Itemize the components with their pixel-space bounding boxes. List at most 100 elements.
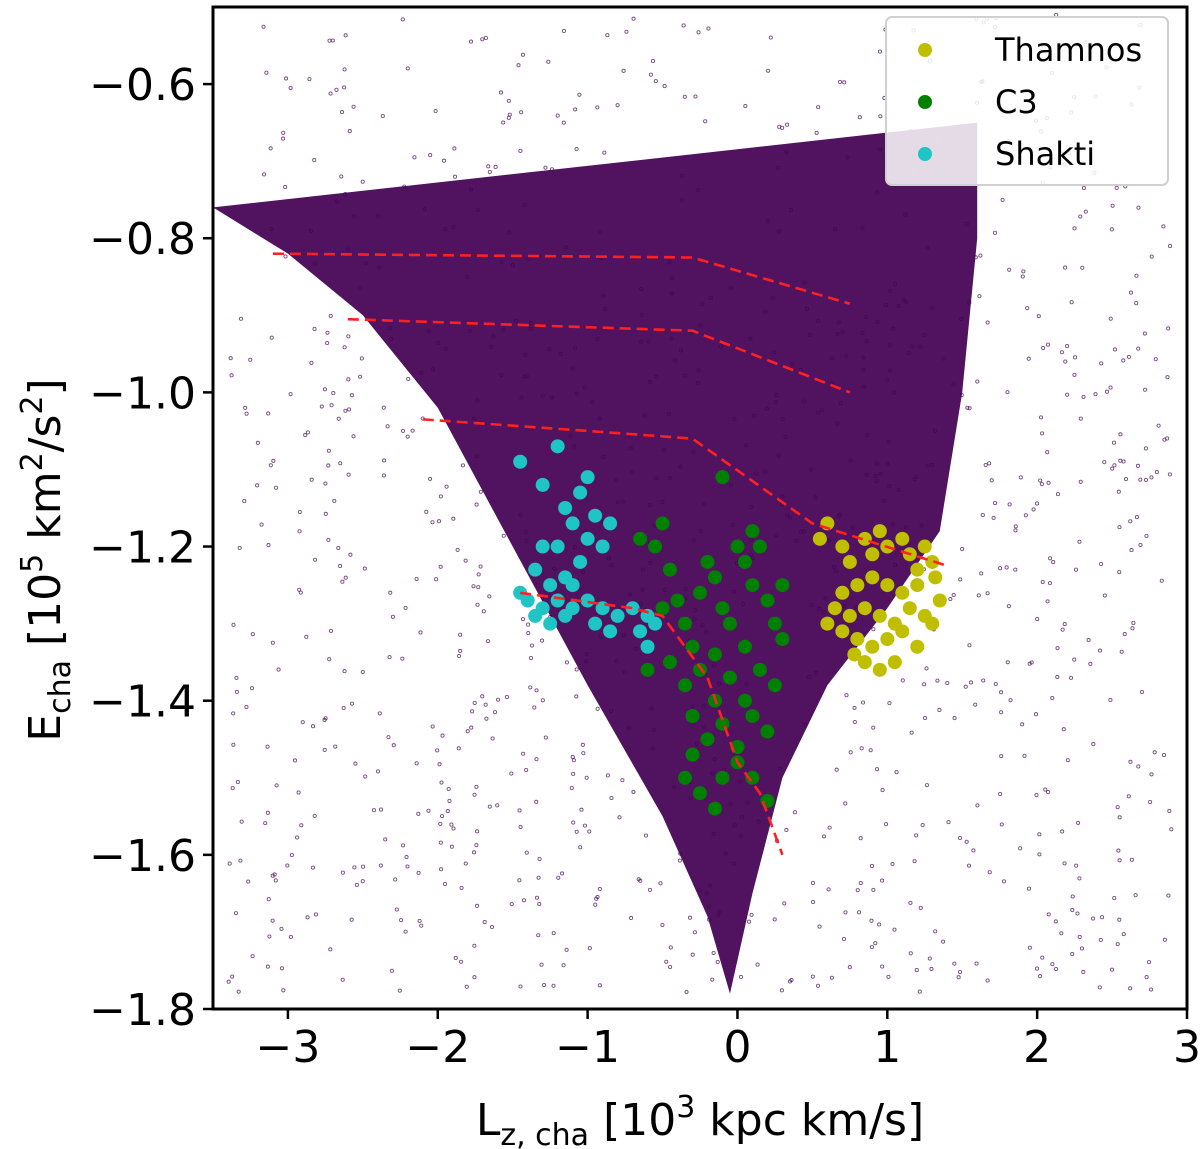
population-dot bbox=[578, 845, 583, 850]
population-dot bbox=[922, 682, 927, 687]
population-dot bbox=[279, 966, 284, 971]
population-dot bbox=[814, 670, 819, 675]
population-dot bbox=[549, 167, 555, 172]
population-dot bbox=[438, 821, 443, 826]
population-dot bbox=[998, 792, 1003, 797]
population-dot bbox=[419, 370, 424, 375]
population-dot bbox=[799, 367, 804, 373]
population-dot bbox=[693, 94, 698, 99]
population-dot bbox=[763, 310, 768, 315]
population-dot bbox=[265, 744, 270, 749]
population-dot bbox=[638, 339, 643, 344]
population-dot bbox=[856, 910, 862, 915]
thamnos-point bbox=[820, 616, 835, 631]
c3-point bbox=[760, 724, 775, 739]
population-dot bbox=[353, 761, 358, 766]
population-dot bbox=[1117, 570, 1122, 575]
population-dot bbox=[1077, 934, 1082, 939]
population-dot bbox=[1037, 852, 1042, 857]
population-dot bbox=[1000, 197, 1005, 202]
population-dot bbox=[829, 975, 834, 980]
population-dot bbox=[698, 323, 703, 328]
population-dot bbox=[794, 538, 799, 543]
shakti-point bbox=[535, 477, 550, 492]
population-dot bbox=[860, 700, 866, 705]
axis-ticks: −3 −2 −1 0 1 2 3 −0.6 −0.8 −1.0 −1.2 −1.4 −1.6 −1.8 bbox=[89, 60, 1200, 1073]
population-dot bbox=[1070, 908, 1075, 913]
population-dot bbox=[852, 705, 857, 710]
population-dot bbox=[524, 850, 529, 855]
population-dot bbox=[519, 395, 524, 400]
population-dot bbox=[509, 771, 514, 776]
population-dot bbox=[387, 655, 392, 660]
population-dot bbox=[842, 604, 847, 609]
population-dot bbox=[1065, 344, 1070, 349]
population-dot bbox=[1128, 986, 1133, 991]
population-dot bbox=[1102, 460, 1107, 465]
thamnos-point bbox=[910, 562, 925, 577]
population-dot bbox=[231, 711, 236, 716]
population-dot bbox=[269, 335, 274, 340]
population-dot bbox=[630, 470, 635, 475]
population-dot bbox=[829, 356, 835, 361]
population-dot bbox=[463, 861, 468, 866]
population-dot bbox=[1005, 660, 1010, 665]
population-dot bbox=[1061, 727, 1066, 732]
population-dot bbox=[598, 229, 603, 234]
population-dot bbox=[782, 901, 787, 906]
population-dot bbox=[861, 355, 866, 360]
population-dot bbox=[517, 878, 522, 883]
population-dot bbox=[743, 104, 748, 109]
population-dot bbox=[405, 864, 410, 869]
population-dot bbox=[1119, 649, 1124, 654]
shakti-point bbox=[625, 601, 640, 616]
population-dot bbox=[1026, 886, 1032, 891]
population-dot bbox=[664, 959, 669, 964]
population-dot bbox=[255, 440, 260, 445]
population-dot bbox=[1110, 203, 1115, 208]
population-dot bbox=[439, 867, 444, 872]
thamnos-point bbox=[835, 585, 850, 600]
population-dot bbox=[701, 703, 707, 708]
population-dot bbox=[690, 704, 695, 709]
population-dot bbox=[1153, 357, 1158, 362]
population-dot bbox=[334, 199, 339, 204]
c3-point bbox=[655, 516, 670, 531]
population-dot bbox=[339, 110, 345, 115]
population-dot bbox=[506, 98, 511, 103]
population-dot bbox=[1065, 392, 1070, 397]
population-dot bbox=[1038, 415, 1044, 420]
population-dot bbox=[1063, 359, 1068, 364]
population-dot bbox=[940, 939, 946, 944]
c3-point bbox=[730, 539, 745, 554]
population-dot bbox=[382, 458, 387, 463]
population-dot bbox=[1022, 753, 1027, 758]
population-dot bbox=[985, 591, 990, 596]
population-dot bbox=[1148, 799, 1153, 805]
population-dot bbox=[777, 229, 782, 234]
population-dot bbox=[351, 434, 356, 439]
legend: Thamnos C3 Shakti bbox=[885, 16, 1169, 186]
population-dot bbox=[1035, 616, 1040, 621]
population-dot bbox=[389, 968, 394, 973]
shakti-point bbox=[603, 516, 618, 531]
population-dot bbox=[755, 962, 760, 967]
population-dot bbox=[1149, 772, 1154, 777]
population-dot bbox=[978, 253, 983, 258]
population-dot bbox=[968, 680, 974, 685]
population-dot bbox=[957, 969, 963, 975]
population-dot bbox=[1055, 492, 1061, 497]
population-dot bbox=[1166, 326, 1171, 331]
population-dot bbox=[228, 356, 233, 361]
c3-point bbox=[737, 693, 752, 708]
population-dot bbox=[964, 221, 969, 226]
population-dot bbox=[522, 202, 527, 207]
population-dot bbox=[894, 770, 899, 775]
population-dot bbox=[237, 545, 242, 550]
population-dot bbox=[517, 808, 522, 813]
population-dot bbox=[991, 515, 996, 520]
population-dot bbox=[273, 878, 278, 883]
population-dot bbox=[1077, 876, 1082, 881]
dashed-line-1 bbox=[272, 252, 851, 305]
population-dot bbox=[238, 858, 243, 863]
